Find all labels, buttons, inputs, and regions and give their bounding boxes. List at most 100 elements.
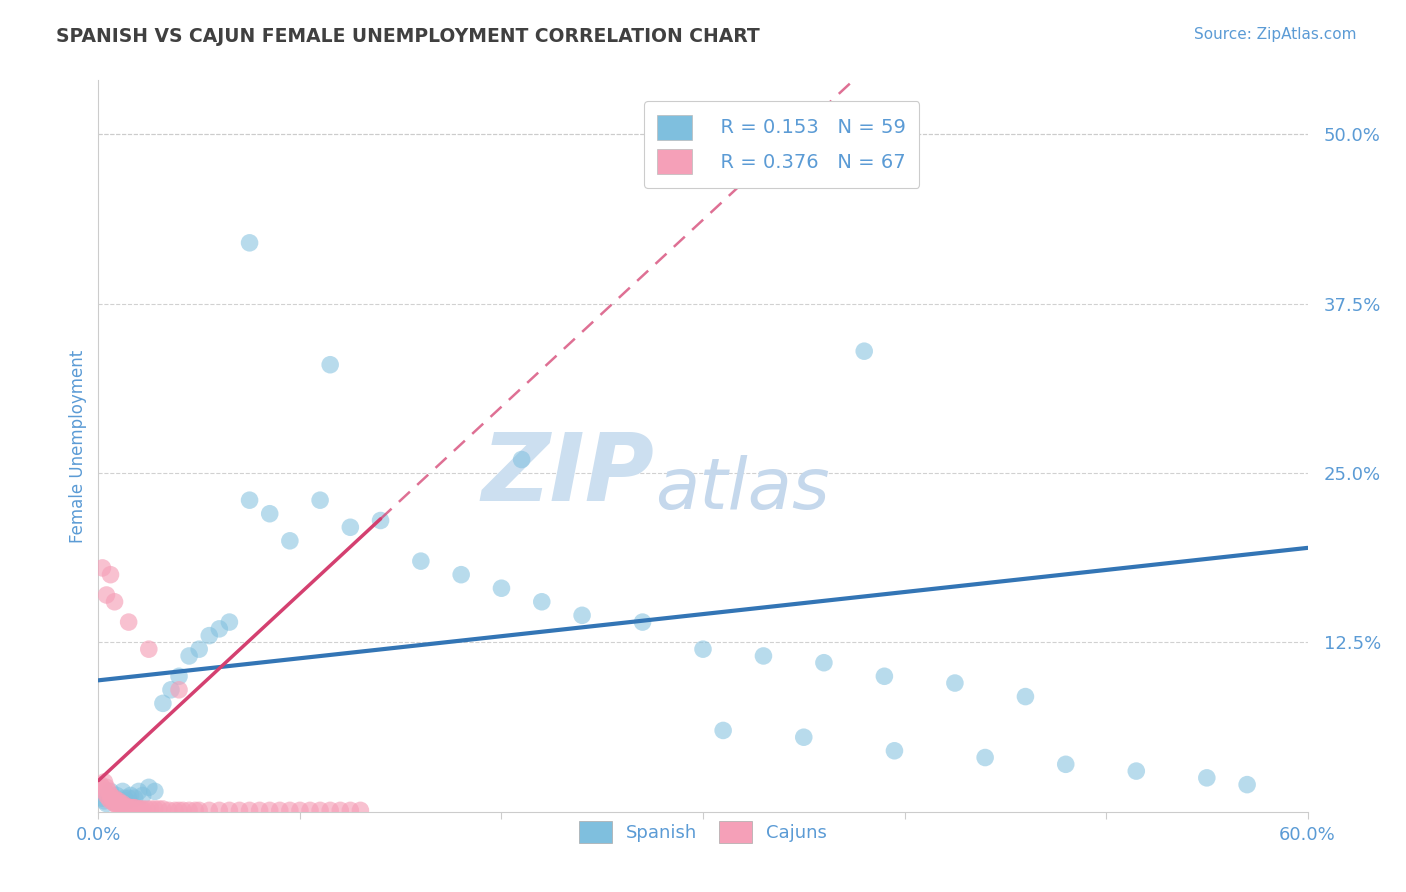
Point [319,803,342,817]
Point [97,784,120,798]
Point [128,802,150,816]
Legend: Spanish, Cajuns: Spanish, Cajuns [572,814,834,850]
Point [218,615,240,629]
Point [873,669,896,683]
Point [450,567,472,582]
Point [1195,771,1218,785]
Point [114,791,136,805]
Point [100,789,122,803]
Point [249,803,271,817]
Point [100,567,122,582]
Point [309,493,332,508]
Point [107,794,129,808]
Point [1054,757,1077,772]
Point [96,789,118,803]
Point [329,803,352,817]
Point [160,682,183,697]
Point [93,784,115,798]
Point [188,642,211,657]
Point [103,595,125,609]
Point [491,581,513,595]
Point [752,648,775,663]
Point [148,802,170,816]
Point [97,789,120,803]
Point [101,791,124,805]
Point [309,803,332,817]
Point [111,797,134,811]
Point [118,791,141,805]
Point [152,697,174,711]
Point [239,493,262,508]
Point [93,775,115,789]
Point [339,803,361,817]
Point [103,791,125,805]
Point [510,452,533,467]
Point [124,800,146,814]
Point [115,799,138,814]
Point [124,791,146,805]
Point [208,803,231,817]
Point [571,608,593,623]
Point [793,730,815,744]
Point [110,797,132,811]
Point [339,520,361,534]
Point [91,791,114,805]
Point [179,648,201,663]
Point [370,514,392,528]
Point [349,803,371,817]
Point [167,669,190,683]
Point [105,794,128,808]
Point [96,588,118,602]
Point [188,803,211,817]
Point [101,794,124,808]
Point [118,615,141,629]
Point [1125,764,1147,778]
Point [179,803,201,817]
Point [319,358,342,372]
Point [115,794,138,808]
Point [631,615,654,629]
Point [120,789,142,803]
Point [278,803,301,817]
Point [288,803,311,817]
Point [1236,778,1258,792]
Point [184,803,207,817]
Point [711,723,734,738]
Point [111,799,134,814]
Point [132,802,155,816]
Point [163,803,186,817]
Point [692,642,714,657]
Point [107,797,129,812]
Point [135,802,157,816]
Text: atlas: atlas [655,456,830,524]
Point [152,802,174,816]
Point [530,595,553,609]
Point [143,784,166,798]
Point [259,507,281,521]
Point [143,802,166,816]
Point [139,802,162,816]
Point [157,803,180,817]
Point [91,561,114,575]
Point [100,794,122,808]
Point [167,682,190,697]
Point [218,803,240,817]
Point [259,803,281,817]
Point [198,803,221,817]
Point [107,794,129,808]
Point [138,642,160,657]
Point [239,235,262,250]
Point [110,799,132,814]
Point [89,778,111,792]
Point [103,791,125,805]
Point [105,789,128,803]
Point [409,554,432,568]
Point [138,780,160,795]
Point [883,744,905,758]
Point [125,802,148,816]
Point [1014,690,1036,704]
Point [97,791,120,805]
Point [110,797,132,811]
Point [114,799,136,814]
Point [103,797,125,811]
